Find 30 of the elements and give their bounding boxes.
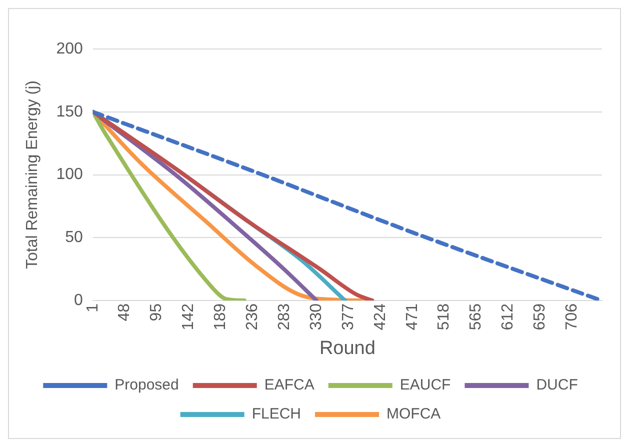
- legend-label: Proposed: [114, 376, 179, 394]
- x-tick-label: 377: [340, 303, 357, 330]
- x-axis-title: Round: [319, 338, 376, 359]
- x-tick-label: 236: [244, 303, 262, 330]
- legend-label: MOFCA: [386, 406, 441, 423]
- legend-label: FLECH: [252, 406, 302, 423]
- y-tick-label: 150: [56, 103, 83, 120]
- y-tick-label: 200: [56, 40, 83, 58]
- x-tick-label: 659: [532, 303, 549, 330]
- legend-label: EAUCF: [400, 376, 451, 394]
- x-tick-label: 565: [468, 303, 485, 330]
- x-tick-label: 189: [212, 303, 230, 330]
- x-tick-label: 330: [308, 303, 325, 330]
- x-tick-label: 612: [500, 303, 517, 330]
- x-tick-label: 424: [372, 303, 389, 330]
- x-tick-label: 706: [564, 303, 580, 330]
- legend-label: EAFCA: [264, 376, 314, 394]
- y-axis-title: Total Remaining Energy (j): [24, 80, 42, 270]
- x-tick-label: 283: [276, 303, 293, 330]
- legend-label: DUCF: [536, 376, 578, 394]
- y-tick-label: 0: [74, 292, 83, 309]
- x-tick-label: 95: [148, 303, 166, 322]
- x-tick-label: 1: [84, 303, 102, 312]
- x-tick-label: 518: [436, 303, 453, 330]
- y-tick-label: 100: [56, 166, 83, 184]
- x-tick-label: 142: [180, 303, 198, 330]
- x-tick-label: 48: [116, 303, 134, 322]
- x-tick-label: 471: [404, 303, 421, 330]
- line-series: [92, 110, 602, 301]
- y-tick-label: 50: [65, 229, 83, 246]
